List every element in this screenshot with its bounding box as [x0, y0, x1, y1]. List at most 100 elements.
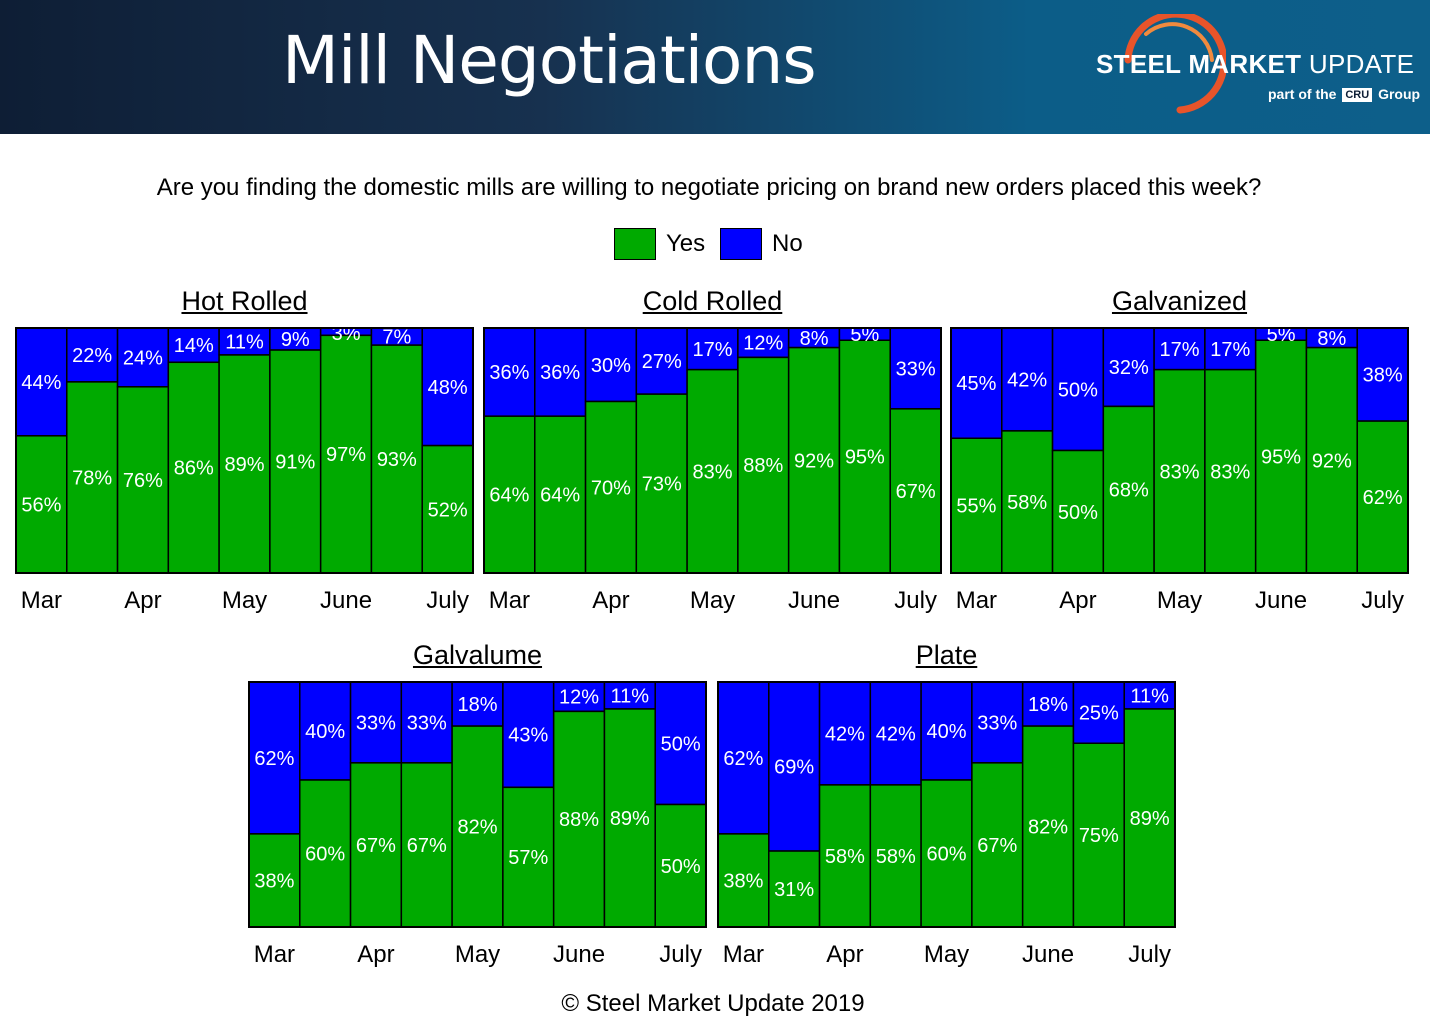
x-tick-label: Mar: [489, 587, 530, 614]
bar-yes: [1102, 405, 1155, 574]
bar-no: [654, 681, 707, 806]
logo-tagline: part of the CRU Group: [1268, 86, 1420, 102]
bar-yes: [1051, 449, 1105, 574]
x-tick-label: Apr: [124, 587, 161, 614]
data-label-yes: 68%: [1109, 480, 1149, 502]
data-label-yes: 93%: [377, 449, 417, 471]
chart-title: Galvanized: [1111, 286, 1248, 316]
data-label-yes: 82%: [457, 817, 497, 839]
cru-badge: CRU: [1342, 88, 1373, 102]
chart-hot-rolled: 56% 44% 78% 22% 76% 24% 86% 14% 89% 11% 91% 9% 97% 3%…: [15, 286, 474, 616]
chart-plot: 56% 44% 78% 22% 76% 24% 86% 14% 89% 11% 91% 9% 97% 3%…: [15, 323, 474, 614]
x-tick-label: Apr: [826, 941, 863, 968]
logo-name: STEEL MARKET UPDATE: [1096, 49, 1414, 80]
data-label-yes: 57%: [508, 847, 548, 869]
logo-arc-icon: [1124, 14, 1226, 114]
chart-plot: 64% 36% 64% 36% 70% 30% 73% 27% 83% 17% 88% 12% 92% 8…: [483, 324, 942, 614]
copyright-footer: © Steel Market Update 2019: [561, 990, 865, 1017]
bar-yes: [66, 381, 119, 574]
data-label-no: 11%: [1130, 685, 1169, 707]
x-tick-label: May: [1157, 587, 1202, 614]
bar-yes: [889, 408, 942, 574]
data-label-no: 44%: [21, 372, 61, 394]
chart-galvalume: 38% 62% 60% 40% 67% 33% 67% 33% 82% 18% 57% 43% 88% 1…: [248, 640, 707, 970]
x-tick-label: June: [788, 587, 840, 614]
x-tick-label: Mar: [956, 587, 997, 614]
data-label-yes: 83%: [1210, 461, 1250, 483]
chart-plot: 38% 62% 60% 40% 67% 33% 67% 33% 82% 18% 57% 43% 88% 1…: [248, 681, 707, 968]
data-label-no: 11%: [225, 331, 264, 353]
bar-yes: [1305, 346, 1358, 574]
data-label-yes: 31%: [774, 879, 814, 901]
bar-yes: [654, 803, 707, 928]
data-label-no: 12%: [559, 687, 599, 709]
data-label-yes: 86%: [174, 458, 214, 480]
data-label-no: 33%: [407, 712, 447, 734]
data-label-no: 32%: [1109, 357, 1149, 379]
data-label-no: 50%: [661, 733, 701, 755]
data-label-no: 62%: [723, 748, 763, 770]
bar-no: [502, 681, 555, 789]
bar-no: [1001, 327, 1054, 432]
legend-label-yes: Yes: [666, 230, 706, 257]
data-label-no: 8%: [1317, 328, 1346, 350]
bar-yes: [421, 444, 474, 574]
data-label-yes: 92%: [794, 450, 834, 472]
bar-yes: [1021, 725, 1075, 928]
data-label-yes: 78%: [72, 467, 112, 489]
data-label-yes: 82%: [1028, 817, 1068, 839]
data-label-no: 3%: [332, 323, 361, 345]
data-label-yes: 64%: [489, 485, 529, 507]
data-label-yes: 88%: [743, 455, 783, 477]
data-label-yes: 76%: [123, 470, 163, 492]
data-label-no: 42%: [1007, 369, 1047, 391]
data-label-no: 62%: [254, 748, 294, 770]
chart-title: Galvalume: [412, 640, 543, 670]
data-label-no: 5%: [850, 324, 879, 346]
bar-yes: [349, 762, 403, 928]
bar-yes: [1153, 368, 1206, 574]
bar-yes: [370, 344, 423, 574]
data-label-yes: 38%: [254, 870, 294, 892]
bar-yes: [584, 400, 638, 574]
data-label-yes: 67%: [896, 481, 936, 503]
chart-title: Plate: [915, 640, 978, 670]
data-label-yes: 89%: [224, 454, 264, 476]
x-tick-label: July: [894, 587, 937, 614]
legend-swatch-yes: [614, 228, 656, 260]
data-label-yes: 97%: [326, 444, 366, 466]
logo-name-bold: STEEL MARKET: [1096, 49, 1302, 79]
x-tick-label: Mar: [21, 587, 62, 614]
survey-question: Are you finding the domestic mills are w…: [156, 174, 1262, 201]
data-label-no: 11%: [611, 685, 650, 707]
bar-yes: [717, 833, 770, 928]
chart-title: Hot Rolled: [181, 286, 308, 316]
x-tick-label: Apr: [592, 587, 629, 614]
bar-no: [635, 327, 688, 395]
x-tick-label: May: [690, 587, 735, 614]
data-label-no: 17%: [692, 339, 732, 361]
x-tick-label: June: [320, 587, 372, 614]
bar-yes: [920, 779, 973, 928]
data-label-yes: 60%: [926, 844, 966, 866]
data-label-no: 48%: [428, 377, 468, 399]
bar-no: [1153, 327, 1206, 371]
x-tick-label: July: [1361, 587, 1404, 614]
x-tick-label: Mar: [254, 941, 295, 968]
x-tick-label: July: [426, 587, 469, 614]
data-label-no: 42%: [825, 723, 865, 745]
data-label-yes: 73%: [642, 474, 682, 496]
x-tick-label: June: [1022, 941, 1074, 968]
logo-tag-suffix: Group: [1374, 86, 1421, 102]
plot-border: [15, 327, 474, 574]
x-tick-label: July: [1128, 941, 1171, 968]
x-tick-label: May: [222, 587, 267, 614]
x-tick-label: May: [924, 941, 969, 968]
bar-yes: [1204, 368, 1257, 574]
logo-tag-prefix: part of the: [1268, 86, 1341, 102]
data-label-yes: 67%: [977, 835, 1017, 857]
data-label-no: 33%: [896, 358, 936, 380]
data-label-yes: 50%: [1058, 502, 1098, 524]
data-label-no: 27%: [642, 351, 682, 373]
data-label-no: 50%: [1058, 379, 1098, 401]
